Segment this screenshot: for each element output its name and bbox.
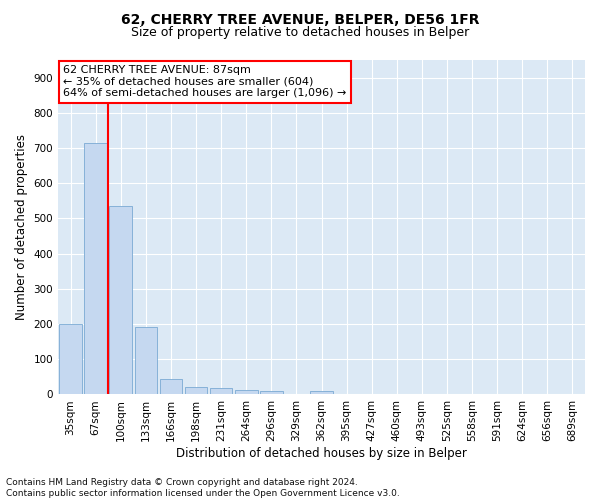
Bar <box>235 390 257 394</box>
Bar <box>210 388 232 394</box>
Bar <box>59 324 82 394</box>
Text: Contains HM Land Registry data © Crown copyright and database right 2024.
Contai: Contains HM Land Registry data © Crown c… <box>6 478 400 498</box>
Bar <box>109 206 132 394</box>
Text: Size of property relative to detached houses in Belper: Size of property relative to detached ho… <box>131 26 469 39</box>
X-axis label: Distribution of detached houses by size in Belper: Distribution of detached houses by size … <box>176 447 467 460</box>
Text: 62, CHERRY TREE AVENUE, BELPER, DE56 1FR: 62, CHERRY TREE AVENUE, BELPER, DE56 1FR <box>121 12 479 26</box>
Bar <box>310 392 333 394</box>
Y-axis label: Number of detached properties: Number of detached properties <box>15 134 28 320</box>
Bar <box>185 386 208 394</box>
Bar <box>260 391 283 394</box>
Bar <box>134 327 157 394</box>
Bar <box>85 142 107 394</box>
Text: 62 CHERRY TREE AVENUE: 87sqm
← 35% of detached houses are smaller (604)
64% of s: 62 CHERRY TREE AVENUE: 87sqm ← 35% of de… <box>64 65 347 98</box>
Bar <box>160 378 182 394</box>
